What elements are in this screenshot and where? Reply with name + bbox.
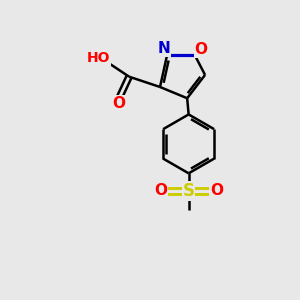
Text: O: O — [210, 184, 223, 199]
Text: S: S — [183, 182, 195, 200]
Text: O: O — [112, 96, 125, 111]
Text: O: O — [154, 184, 167, 199]
Text: HO: HO — [87, 51, 110, 65]
Text: N: N — [158, 41, 170, 56]
Text: O: O — [195, 42, 208, 57]
